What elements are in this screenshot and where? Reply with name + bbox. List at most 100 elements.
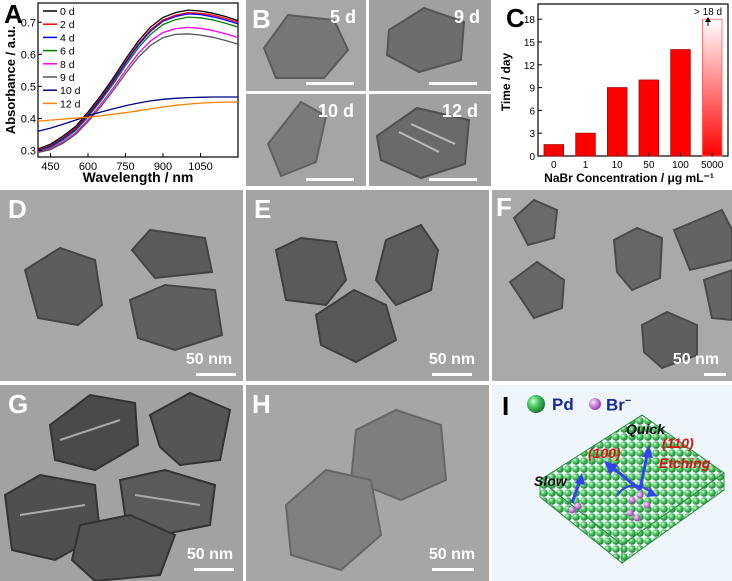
curved-arrow [616,484,653,496]
nanoplate [612,226,664,292]
x-tick-label: 900 [154,161,172,173]
slow-label: Slow [534,473,567,489]
tem-image-10d [246,94,366,186]
scale-bar-label: 50 nm [428,546,476,563]
curved-arrow-head [647,487,657,497]
y-tick-label: 0.7 [21,17,36,29]
nanoplate [702,268,732,322]
legend-label: 4 d [60,32,75,44]
facet-110-label: (110) [662,435,694,451]
nanoplate [512,198,559,247]
bar-2 [607,87,628,157]
y-tick-label: 12 [524,61,536,72]
br-charge: − [624,395,632,407]
legend-label: 6 d [60,46,75,58]
panel-b: B 5 d 9 d 10 d 12 d [246,0,491,186]
panel-label-b: B [252,4,271,34]
scale-bar-label: 50 nm [428,351,476,368]
nanoplate [274,236,348,307]
nanoplate [262,13,350,79]
x-tick-label: 10 [612,160,624,171]
series-line-2 [37,13,239,152]
scale-bar [306,82,354,85]
scale-bar [306,178,354,181]
nanoplate [672,208,732,272]
nanoplate [128,283,224,352]
scale-bar [429,82,477,85]
legend-label: 0 d [60,6,75,18]
panel-label-f: F [496,192,512,222]
nanoplate [385,6,466,74]
time-bar-chart: 0 1 10 50 100 5000 0 3 6 9 12 15 18 > 18 d NaBr Con… [499,3,729,185]
quick-arrow-head [642,445,653,458]
x-tick-label: 750 [116,161,134,173]
x-tick-label: 100 [672,160,689,171]
y-tick-label: 0.3 [21,146,36,158]
y-axis-label: Time / day [499,52,513,111]
scale-bar-label: 50 nm [672,351,720,368]
absorbance-chart: 450 600 750 900 1050 0.3 0.4 0.5 0.6 0.7 0 d2 d4… [3,2,239,185]
nanoplate [266,100,328,178]
x-tick-label: 600 [79,161,97,173]
legend-label: 9 d [60,72,75,84]
nanoplate [23,246,104,327]
y-tick-label: 6 [529,106,535,117]
tem-image-12d [369,94,491,186]
y-tick-label: 0.5 [21,81,36,93]
legend-label: 12 d [60,98,81,110]
legend-label: 10 d [60,85,81,97]
x-tick-label: 450 [41,161,59,173]
series-line-5 [37,33,239,154]
day-label-12d: 12 d [442,101,479,121]
y-tick-label: 0 [529,152,535,163]
scale-bar-g: 50 nm [180,546,240,571]
facet-100-label: (100) [588,445,621,461]
y-tick-label: 18 [524,15,536,26]
pd-legend-icon [527,395,545,413]
legend-label: 8 d [60,59,75,71]
scale-bar-f: 50 nm [664,351,728,376]
x-tick-label: 1050 [188,161,212,173]
series-line-4 [37,26,239,153]
etching-label: Etching [659,455,711,471]
scale-bar-label: 50 nm [186,546,234,563]
scale-bar-h: 50 nm [422,546,482,571]
day-label-10d: 10 d [318,101,355,121]
series-line-0 [37,9,239,150]
bar-annotation: > 18 d [694,7,722,18]
x-tick-label: 50 [643,160,655,171]
nanoplate [70,513,177,581]
nanoplate [284,468,383,572]
panel-label-d: D [8,194,27,224]
tem-panel-d: D 50 nm [0,190,243,381]
y-tick-label: 0.4 [21,114,36,126]
bar-4 [670,49,691,157]
panel-label-i: I [502,391,510,421]
nanoplate [148,391,232,467]
plot-frame [537,3,729,157]
tem-panel-g: G 50 nm [0,385,243,581]
y-tick-label: 15 [524,38,536,49]
bar-1 [575,132,596,157]
nanoplate [130,228,214,280]
x-tick-label: 5000 [701,160,724,171]
nanoplate [48,393,140,472]
pd-lattice-side-face [621,472,725,564]
tem-image-5d [246,0,366,91]
y-tick-label: 9 [529,84,535,95]
panel-label-g: G [8,389,29,419]
br-legend-icon [589,398,601,410]
y-axis-label: Absorbance / a.u. [3,26,18,134]
tem-panel-f: F 50 nm [492,190,732,381]
br-text: Br [606,395,625,415]
slow-arrow-head [575,473,585,485]
tem-image-9d [369,0,491,91]
day-label-9d: 9 d [454,7,481,27]
y-tick-label: 3 [529,129,535,140]
quick-label: Quick [626,421,665,437]
facet-arrow-head [604,461,618,475]
x-tick-label: 1 [583,160,589,171]
scale-bar-label: 50 nm [185,351,233,368]
legend-label: 2 d [60,19,75,31]
